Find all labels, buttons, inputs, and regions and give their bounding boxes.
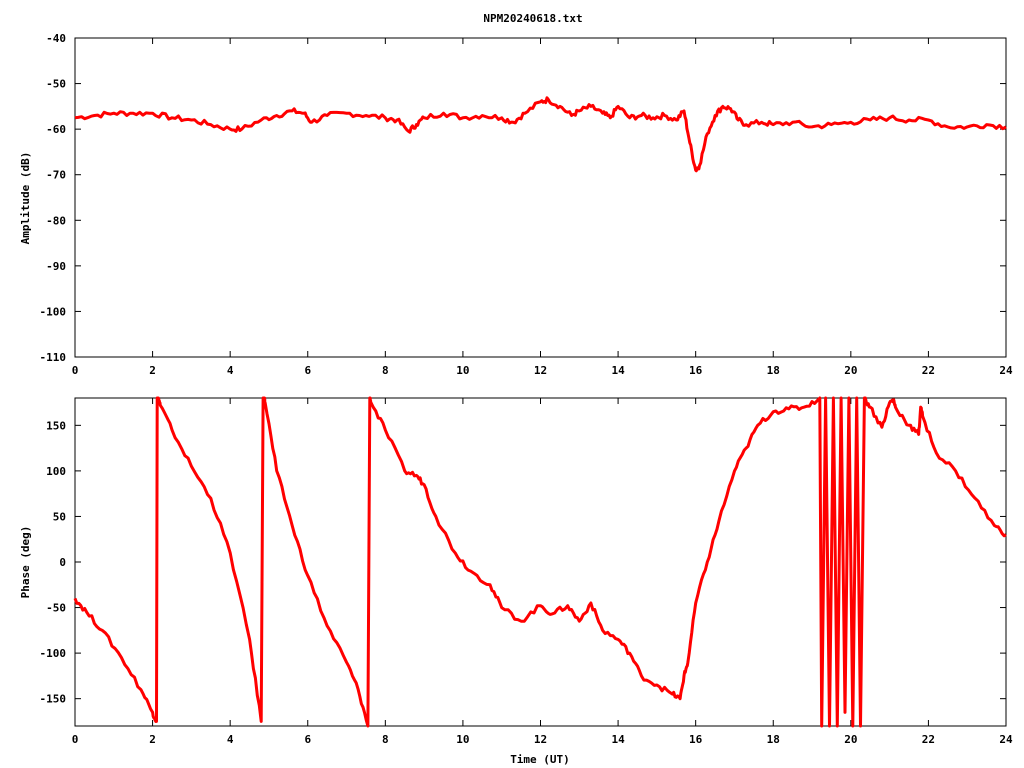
amplitude-y-axis-label: Amplitude (dB) [19,152,32,245]
phase-x-tick-label: 10 [456,733,469,746]
amplitude-y-tick-label: -50 [46,78,66,91]
amplitude-x-tick-label: 8 [382,364,389,377]
amplitude-y-tick-label: -40 [46,32,66,45]
amplitude-x-tick-label: 10 [456,364,469,377]
phase-x-tick-label: 4 [227,733,234,746]
phase-y-tick-label: -50 [46,602,66,615]
amplitude-y-tick-label: -90 [46,260,66,273]
phase-x-tick-label: 8 [382,733,389,746]
phase-series-line [73,396,1007,728]
phase-x-tick-label: 24 [999,733,1013,746]
amplitude-x-tick-label: 20 [844,364,857,377]
amplitude-x-tick-label: 4 [227,364,234,377]
phase-x-tick-label: 14 [611,733,625,746]
phase-y-tick-label: 0 [59,556,66,569]
phase-x-tick-label: 6 [304,733,311,746]
amplitude-y-tick-label: -60 [46,123,66,136]
phase-x-tick-label: 20 [844,733,857,746]
phase-panel: 0 2 4 6 8 10 12 14 16 18 20 22 24150100500-50-100-15… [19,396,1013,766]
amplitude-x-tick-label: 18 [767,364,780,377]
amplitude-y-tick-label: -80 [46,214,66,227]
phase-plot-frame [74,397,1007,727]
phase-y-tick-label: 100 [46,465,66,478]
amplitude-x-tick-label: 22 [922,364,935,377]
amplitude-y-tick-label: -100 [40,305,67,318]
amplitude-x-tick-label: 16 [689,364,703,377]
amplitude-x-tick-label: 12 [534,364,547,377]
phase-ticks: 0 2 4 6 8 10 12 14 16 18 20 22 24150100500-50-100-15… [40,398,1013,746]
phase-x-tick-label: 0 [72,733,79,746]
phase-x-tick-label: 22 [922,733,935,746]
amplitude-y-tick-label: -70 [46,169,66,182]
amplitude-x-tick-label: 24 [999,364,1013,377]
amplitude-x-tick-label: 2 [149,364,156,377]
phase-y-tick-label: -100 [40,647,67,660]
phase-x-tick-label: 16 [689,733,703,746]
amplitude-panel: 0 2 4 6 8 10 12 14 16 18 20 22 24-40-50-60-70-80-90-… [19,32,1013,377]
time-x-axis-label: Time (UT) [510,753,570,766]
phase-x-tick-label: 2 [149,733,156,746]
phase-y-axis-label: Phase (deg) [19,526,32,599]
amplitude-ticks: 0 2 4 6 8 10 12 14 16 18 20 22 24-40-50-60-70-80-90-… [40,32,1013,377]
amplitude-x-tick-label: 6 [304,364,311,377]
phase-y-tick-label: 50 [53,510,66,523]
amplitude-y-tick-label: -110 [40,351,67,364]
phase-y-tick-label: -150 [40,693,67,706]
amplitude-x-tick-label: 0 [72,364,79,377]
phase-x-tick-label: 12 [534,733,547,746]
chart-title: NPM20240618.txt [483,12,582,25]
phase-x-tick-label: 18 [767,733,780,746]
amplitude-x-tick-label: 14 [611,364,625,377]
phase-y-tick-label: 150 [46,419,66,432]
amplitude-series-line [74,96,1007,173]
amplitude-plot-frame [74,37,1007,358]
